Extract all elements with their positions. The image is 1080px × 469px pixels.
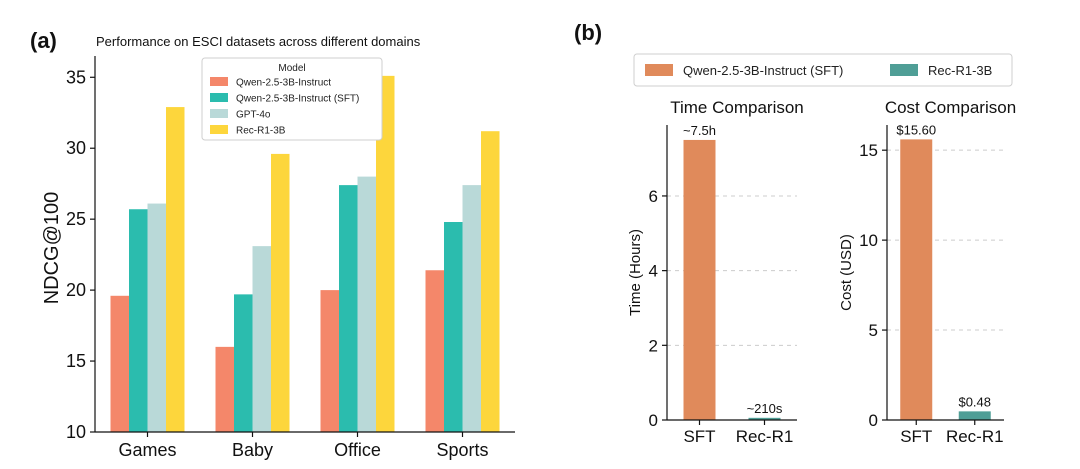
bar-office-series-3 [376,75,395,433]
y-tick-label-4: 4 [649,262,658,281]
x-tick-label-baby: Baby [232,440,273,460]
bar-office-series-0 [320,290,339,432]
bar-office-series-1 [339,185,358,432]
y-tick-label-15: 15 [66,351,86,371]
y-tick-label-6: 6 [649,187,658,206]
x-tick-label-rec-r1: Rec-R1 [736,427,794,446]
y-tick-label-10: 10 [66,422,86,442]
bar-games-series-1 [129,209,148,432]
legend-b-label-0: Qwen-2.5-3B-Instruct (SFT) [683,63,843,78]
x-tick-label-office: Office [334,440,381,460]
x-tick-label-sft: SFT [683,427,715,446]
bar-sft [683,139,716,420]
bar-sports-series-3 [481,131,500,432]
legend-label-2: GPT-4o [236,110,271,121]
bar-rec-r1 [958,411,991,420]
data-label-1: $0.48 [958,394,991,409]
x-tick-label-sports: Sports [436,440,488,460]
legend-b-label-1: Rec-R1-3B [928,63,992,78]
data-label-0: $15.60 [896,122,936,137]
bar-baby-series-3 [271,153,290,432]
legend-b-swatch-1 [890,64,918,76]
chart-b1-ylabel: Time (Hours) [627,229,644,316]
y-tick-label-5: 5 [869,321,878,340]
bar-office-series-2 [357,176,376,432]
bar-games-series-2 [147,203,166,432]
chart-a-ylabel: NDCG@100 [41,192,63,305]
legend-label-1: Qwen-2.5-3B-Instruct (SFT) [236,94,359,105]
bar-games-series-0 [110,295,129,432]
bar-games-series-3 [166,107,185,432]
chart-b2-title: Cost Comparison [885,98,1016,117]
legend-label-3: Rec-R1-3B [236,126,286,137]
chart-a-bars [110,75,500,433]
data-label-0: ~7.5h [683,123,716,138]
bar-sports-series-2 [462,185,481,432]
bar-rec-r1 [748,417,781,420]
legend-swatch-2 [210,109,228,118]
chart-a-legend-box [201,57,383,141]
legend-swatch-3 [210,125,228,134]
chart-b1-title: Time Comparison [670,98,804,117]
panel-b-label: (b) [574,20,602,45]
y-tick-label-10: 10 [859,231,878,250]
legend-swatch-1 [210,93,228,102]
chart-b2-ylabel: Cost (USD) [838,234,855,311]
y-tick-label-25: 25 [66,209,86,229]
bar-baby-series-1 [234,294,253,432]
chart-a-legend-title: Model [278,63,305,74]
legend-swatch-0 [210,77,228,86]
bar-sports-series-1 [444,222,463,432]
y-tick-label-35: 35 [66,67,86,87]
y-tick-label-30: 30 [66,138,86,158]
panel-a-label: (a) [30,28,57,53]
y-tick-label-0: 0 [649,411,658,430]
y-tick-label-15: 15 [859,141,878,160]
x-tick-label-rec-r1: Rec-R1 [946,427,1004,446]
legend-label-0: Qwen-2.5-3B-Instruct [236,78,331,89]
y-tick-label-0: 0 [869,411,878,430]
bar-baby-series-2 [252,246,271,432]
bar-sports-series-0 [425,270,444,432]
chart-b-legend: Qwen-2.5-3B-Instruct (SFT) Rec-R1-3B [633,53,1013,87]
bar-sft [900,139,933,420]
y-tick-label-2: 2 [649,336,658,355]
chart-a-legend: Model Qwen-2.5-3B-Instruct Qwen-2.5-3B-In… [201,57,383,141]
x-tick-label-games: Games [118,440,176,460]
data-label-1: ~210s [747,401,783,416]
bar-baby-series-0 [215,346,234,432]
chart-a-title: Performance on ESCI datasets across diff… [96,34,421,49]
chart-b-legend-box [633,53,1013,87]
x-tick-label-sft: SFT [900,427,932,446]
legend-b-swatch-0 [645,64,673,76]
y-tick-label-20: 20 [66,280,86,300]
